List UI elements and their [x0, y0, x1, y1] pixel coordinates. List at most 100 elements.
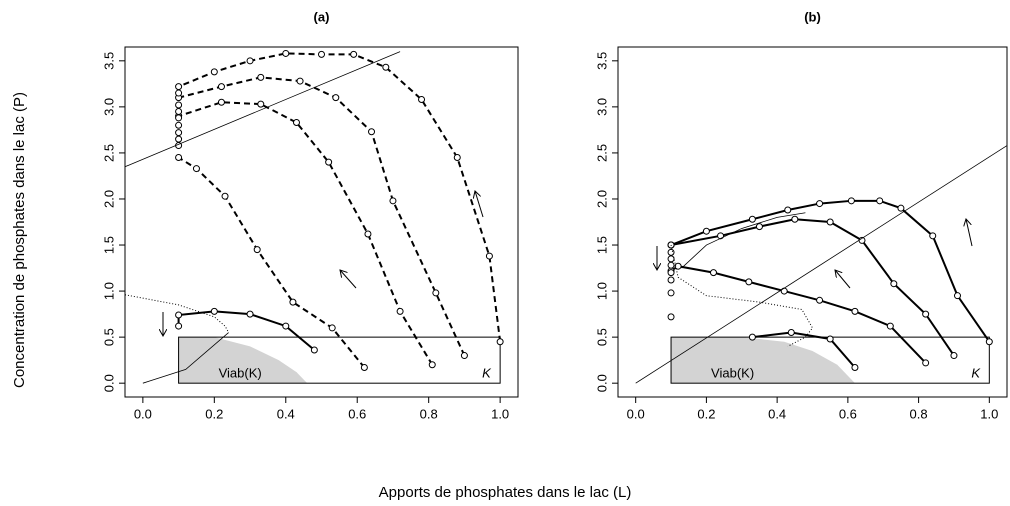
- point: [418, 96, 426, 103]
- point: [175, 135, 183, 143]
- y-tick-label: 2.0: [594, 190, 609, 208]
- point: [784, 206, 792, 214]
- point: [929, 232, 937, 240]
- x-tick-label: 0.8: [420, 406, 438, 421]
- point: [210, 68, 218, 76]
- arrow: [475, 191, 484, 218]
- y-tick-label: 2.0: [101, 190, 116, 208]
- trajectory: [670, 244, 814, 347]
- point: [364, 230, 372, 238]
- point: [851, 307, 859, 315]
- y-tick-label: 0.5: [101, 328, 116, 346]
- point: [748, 215, 756, 223]
- viab-region: [671, 337, 855, 384]
- point: [257, 73, 265, 81]
- viab-label: Viab(K): [711, 366, 754, 381]
- point: [791, 215, 799, 223]
- y-axis-label: Concentration de phosphates dans le lac …: [11, 92, 28, 388]
- viab-region: [178, 337, 308, 384]
- point: [282, 49, 290, 57]
- point: [318, 50, 325, 58]
- y-tick-label: 0.0: [594, 374, 609, 392]
- point: [667, 269, 675, 277]
- point: [192, 165, 200, 173]
- point: [755, 223, 763, 231]
- point: [282, 322, 290, 330]
- x-tick-label: 0.4: [277, 406, 295, 421]
- point: [674, 262, 682, 270]
- x-tick-label: 0.2: [697, 406, 715, 421]
- point: [922, 310, 930, 318]
- trajectory: [178, 101, 434, 366]
- trajectory: [635, 145, 1008, 384]
- point: [876, 197, 884, 205]
- x-tick-label: 0.2: [205, 406, 223, 421]
- arrow: [966, 219, 973, 247]
- point: [396, 307, 404, 315]
- point: [368, 128, 376, 136]
- k-label: K: [482, 366, 492, 381]
- point: [389, 197, 397, 205]
- trajectory: [124, 294, 230, 333]
- y-tick-label: 0.0: [101, 374, 116, 392]
- x-tick-label: 0.6: [839, 406, 857, 421]
- point: [667, 313, 675, 321]
- viab-label: Viab(K): [219, 366, 262, 381]
- point: [257, 100, 265, 108]
- trajectory: [681, 212, 806, 269]
- point: [217, 98, 225, 106]
- point: [985, 338, 993, 346]
- y-tick-label: 3.5: [594, 52, 609, 70]
- point: [175, 129, 183, 137]
- x-tick-label: 1.0: [491, 406, 509, 421]
- point: [826, 218, 834, 226]
- point: [210, 307, 218, 315]
- point: [851, 364, 859, 372]
- y-tick-label: 3.0: [594, 98, 609, 116]
- point: [432, 289, 440, 297]
- point: [897, 204, 905, 212]
- trajectory: [142, 332, 229, 384]
- point: [950, 352, 958, 360]
- point: [332, 94, 340, 102]
- x-tick-label: 0.0: [134, 406, 152, 421]
- point: [175, 114, 183, 122]
- point: [485, 252, 493, 260]
- point: [175, 311, 183, 319]
- point: [748, 333, 756, 341]
- y-tick-label: 3.5: [101, 52, 116, 70]
- point: [221, 192, 229, 200]
- point: [847, 197, 855, 205]
- plot-frame: [617, 46, 1008, 398]
- trajectory: [124, 51, 401, 168]
- k-box: [178, 336, 501, 384]
- point: [667, 289, 675, 297]
- point: [328, 324, 336, 332]
- y-tick-label: 1.5: [101, 236, 116, 254]
- trajectory: [178, 156, 366, 369]
- y-tick-label: 2.5: [594, 144, 609, 162]
- point: [292, 119, 300, 127]
- plot-frame: [124, 46, 519, 398]
- trajectory: [752, 331, 856, 369]
- trajectory: [178, 76, 466, 356]
- point: [787, 329, 795, 337]
- y-tick-label: 1.0: [101, 282, 116, 300]
- point: [175, 107, 183, 115]
- point: [816, 296, 824, 304]
- point: [350, 50, 358, 58]
- point: [175, 121, 183, 129]
- point: [246, 310, 254, 318]
- point: [253, 246, 261, 254]
- point: [175, 101, 183, 109]
- panel-title: (a): [314, 9, 330, 24]
- point: [382, 63, 390, 71]
- point: [826, 335, 834, 343]
- x-tick-label: 0.0: [627, 406, 645, 421]
- point: [175, 89, 183, 97]
- point: [310, 346, 318, 354]
- point: [816, 200, 824, 208]
- arrow: [340, 270, 357, 289]
- point: [709, 269, 717, 277]
